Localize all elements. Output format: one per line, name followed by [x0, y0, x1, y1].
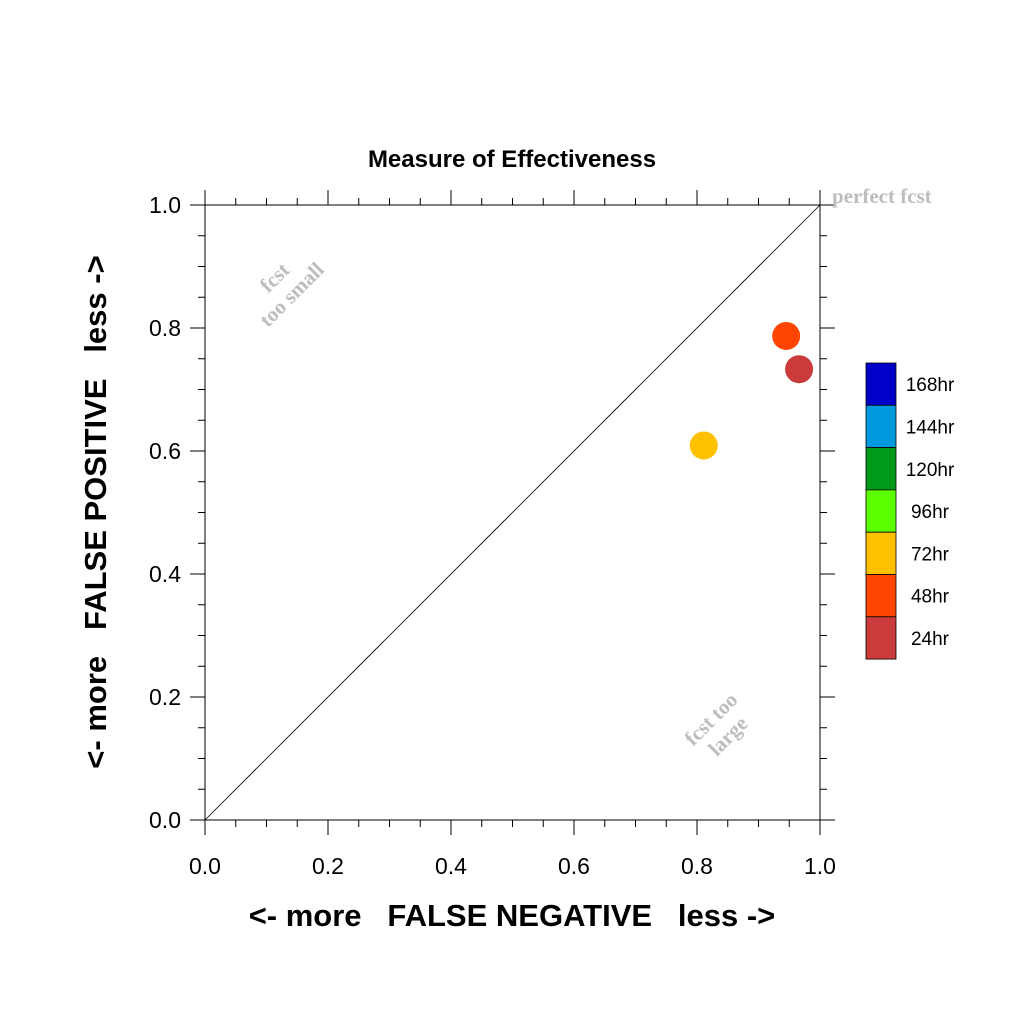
legend-swatch-120hr	[865, 447, 897, 491]
legend-swatch-144hr	[865, 404, 897, 448]
axis-ticks	[190, 190, 835, 835]
y-tick-label: 1.0	[149, 192, 181, 218]
legend-swatch-96hr	[865, 489, 897, 533]
legend: 168hr 144hr 120hr 96hr 72hr 48hr 24hr	[865, 362, 955, 660]
y-tick-label: 0.2	[149, 684, 181, 710]
x-tick-label: 0.4	[435, 853, 467, 879]
x-tick-label: 1.0	[804, 853, 836, 879]
legend-label-96hr: 96hr	[911, 502, 950, 523]
x-tick-label: 0.2	[312, 853, 344, 879]
point-72hr	[689, 431, 718, 460]
diagonal-reference-line	[204, 204, 821, 821]
x-tick-labels: 0.0 0.2 0.4 0.6 0.8 1.0	[189, 853, 836, 879]
plot-area	[190, 190, 835, 835]
chart-title: Measure of Effectiveness	[368, 146, 656, 173]
y-tick-labels: 0.0 0.2 0.4 0.6 0.8 1.0	[149, 192, 181, 833]
point-24hr	[785, 355, 814, 384]
x-tick-label: 0.8	[681, 853, 713, 879]
too-large-annotation: fcst too large	[680, 688, 753, 761]
y-axis-label: <- more FALSE POSITIVE less ->	[78, 255, 113, 768]
y-tick-label: 0.8	[149, 315, 181, 341]
y-tick-label: 0.4	[149, 561, 181, 587]
point-48hr	[772, 321, 801, 350]
legend-swatch-24hr	[865, 616, 897, 660]
legend-swatch-48hr	[865, 574, 897, 618]
x-tick-label: 0.6	[558, 853, 590, 879]
y-tick-label: 0.6	[149, 438, 181, 464]
legend-label-168hr: 168hr	[906, 375, 955, 396]
x-axis-label: <- more FALSE NEGATIVE less ->	[249, 898, 776, 933]
x-tick-label: 0.0	[189, 853, 221, 879]
legend-label-48hr: 48hr	[911, 587, 950, 608]
legend-label-24hr: 24hr	[911, 629, 950, 650]
perfect-forecast-annotation: perfect fcst	[832, 184, 932, 208]
legend-swatch-72hr	[865, 531, 897, 575]
legend-label-144hr: 144hr	[906, 417, 955, 438]
legend-label-72hr: 72hr	[911, 544, 950, 565]
legend-label-120hr: 120hr	[906, 460, 955, 481]
data-points	[689, 321, 814, 460]
legend-swatch-168hr	[865, 362, 897, 406]
too-small-annotation: fcst too small	[254, 257, 328, 331]
y-tick-label: 0.0	[149, 807, 181, 833]
